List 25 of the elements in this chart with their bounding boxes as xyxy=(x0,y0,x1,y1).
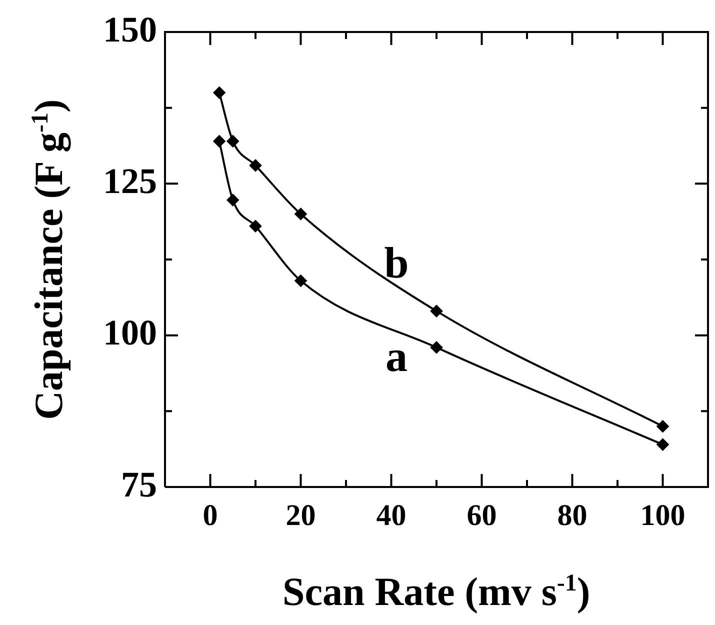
series-label: b xyxy=(384,238,409,288)
series-label: a xyxy=(386,332,408,381)
x-tick-label: 80 xyxy=(557,498,588,532)
point xyxy=(430,341,442,354)
point xyxy=(294,208,307,220)
point xyxy=(430,305,442,318)
y-tick-label: 150 xyxy=(103,9,157,50)
x-tick-label: 40 xyxy=(376,498,406,532)
y-tick-label: 125 xyxy=(103,160,157,201)
point xyxy=(250,220,262,232)
x-tick-label: 100 xyxy=(640,498,686,532)
point xyxy=(294,274,307,287)
y-tick-label: 75 xyxy=(121,464,157,504)
y-tick-label: 100 xyxy=(103,312,157,353)
point xyxy=(213,135,226,148)
point xyxy=(250,159,262,172)
x-axis-title: Scan Rate (mv s$^{-1}$) xyxy=(282,568,590,615)
x-tick-label: 60 xyxy=(466,498,497,532)
point xyxy=(656,420,669,432)
x-tick-label: 0 xyxy=(202,498,218,532)
point xyxy=(656,438,669,451)
point xyxy=(226,194,239,206)
point xyxy=(226,135,239,148)
x-tick-label: 20 xyxy=(286,498,316,532)
point xyxy=(213,86,226,99)
